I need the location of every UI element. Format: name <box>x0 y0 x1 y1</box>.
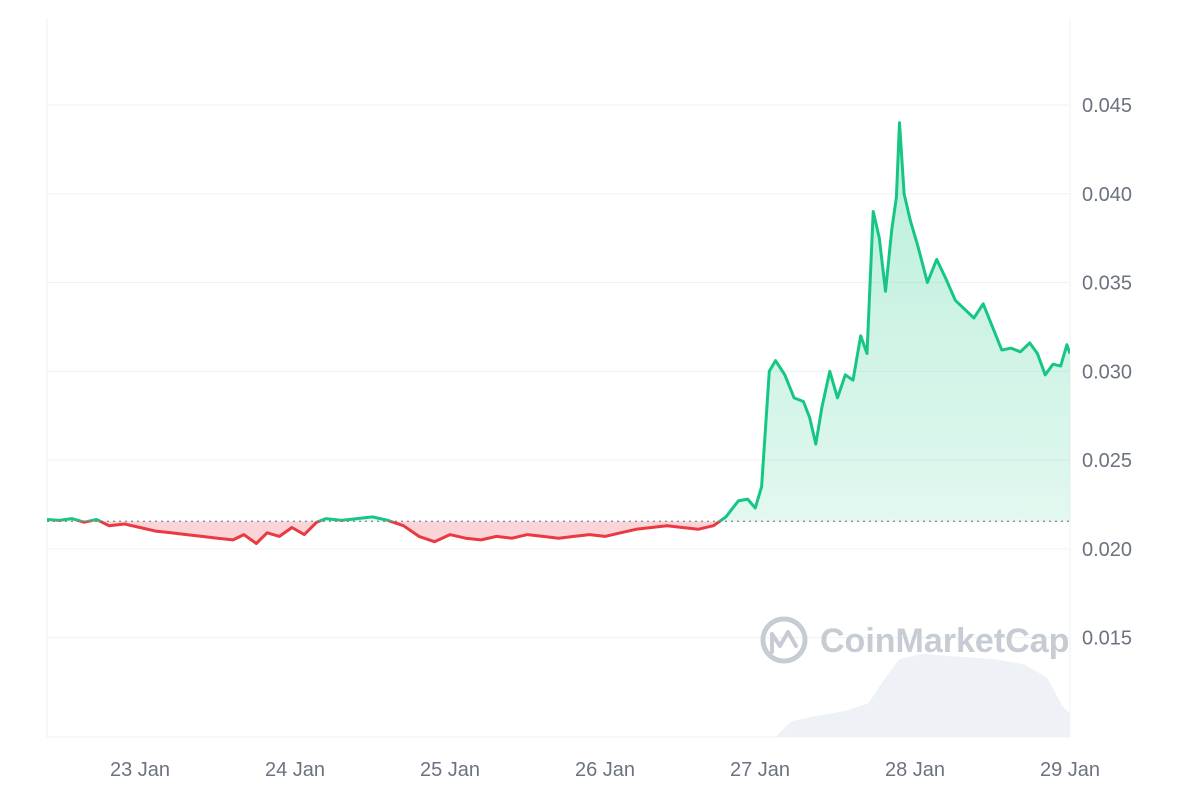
y-tick-label: 0.040 <box>1082 184 1132 206</box>
y-tick-label: 0.025 <box>1082 450 1132 472</box>
gain-fill <box>47 122 1070 522</box>
loss-area <box>47 521 1070 544</box>
y-tick-label: 0.045 <box>1082 95 1132 117</box>
coinmarketcap-logo-icon <box>760 616 808 664</box>
price-line-up <box>47 121 1070 522</box>
x-tick-label: 23 Jan <box>110 759 170 781</box>
x-tick-label: 24 Jan <box>265 759 325 781</box>
x-tick-label: 26 Jan <box>575 759 635 781</box>
x-tick-label: 27 Jan <box>730 759 790 781</box>
axes: 0.015 0.020 0.025 0.030 0.035 0.040 0.045 23 Ja… <box>110 95 1132 781</box>
gain-area <box>47 122 1070 522</box>
watermark-text: CoinMarketCap <box>820 622 1069 660</box>
grid-lines <box>46 18 1071 738</box>
y-tick-label: 0.030 <box>1082 361 1132 383</box>
price-line-down <box>51 521 723 545</box>
price-series <box>47 121 1070 545</box>
x-tick-label: 25 Jan <box>420 759 480 781</box>
price-line-red <box>51 521 723 545</box>
x-tick-label: 28 Jan <box>885 759 945 781</box>
volume-shape <box>775 653 1070 737</box>
coinmarketcap-watermark: CoinMarketCap <box>760 616 1069 664</box>
y-tick-label: 0.035 <box>1082 273 1132 295</box>
loss-fill <box>47 521 1070 544</box>
volume-area <box>775 653 1070 737</box>
y-tick-label: 0.015 <box>1082 628 1132 650</box>
price-line-green <box>47 121 1070 522</box>
x-tick-label: 29 Jan <box>1040 759 1100 781</box>
y-tick-label: 0.020 <box>1082 539 1132 561</box>
